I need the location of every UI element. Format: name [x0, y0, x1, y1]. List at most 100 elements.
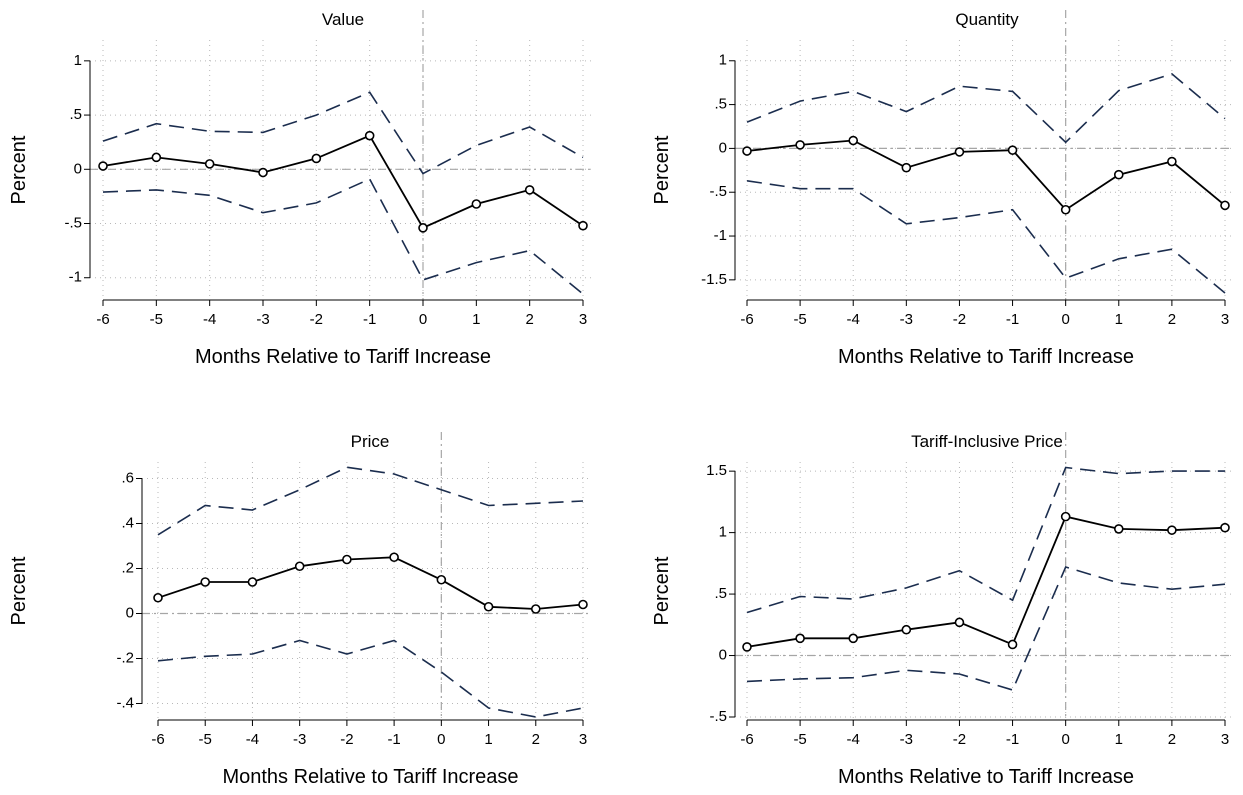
estimate-point: [795, 140, 805, 150]
estimate-point: [901, 162, 912, 173]
x-tick-label: 3: [579, 731, 587, 748]
estimate-point: [848, 135, 859, 146]
estimate-point: [1007, 639, 1018, 650]
y-tick-label: -1: [69, 269, 82, 286]
gridlines: [142, 462, 591, 720]
chart-panel-2: -1.5 -1 -.5 0 .5 1 -6 -5 -4 -3 -2 -1 0 1 2 3 Quantity Mon…: [651, 10, 1233, 368]
estimate-line: [746, 515, 1226, 648]
estimate-point: [200, 577, 211, 587]
estimate-point: [1167, 525, 1177, 535]
estimate-point: [795, 633, 805, 644]
estimate-point: [578, 599, 588, 610]
x-tick-label: 2: [1168, 311, 1176, 328]
x-axis-label: Months Relative to Tariff Increase: [195, 346, 491, 368]
estimate-point: [1167, 156, 1177, 167]
x-tick-label: -5: [150, 311, 163, 328]
x-tick-label: -6: [96, 311, 109, 328]
x-tick-label: -1: [1006, 311, 1019, 328]
x-tick-label: -5: [199, 731, 212, 748]
y-tick-label: 1.5: [706, 462, 727, 479]
y-tick-label: 0: [719, 139, 727, 156]
x-tick-label: 0: [437, 731, 445, 748]
x-tick-label: 2: [525, 311, 533, 328]
x-tick-label: -2: [953, 311, 966, 328]
x-tick-label: -1: [1006, 731, 1019, 748]
estimate-point: [311, 153, 322, 164]
x-axis-label: Months Relative to Tariff Increase: [838, 346, 1134, 368]
upper-ci-line: [746, 466, 1225, 614]
upper-ci-line: [746, 73, 1226, 144]
estimate-point: [1113, 169, 1124, 180]
y-tick-label: .5: [69, 106, 82, 123]
y-tick-label: -.5: [709, 708, 727, 725]
x-tick-label: 3: [579, 311, 587, 328]
x-tick-label: -3: [256, 311, 269, 328]
estimate-point: [1220, 200, 1230, 211]
estimate-point: [954, 147, 965, 157]
x-tick-label: 3: [1221, 311, 1229, 328]
x-tick-label: -5: [793, 311, 806, 328]
estimate-point: [258, 167, 268, 178]
upper-ci-line: [157, 466, 584, 536]
y-tick-label: .6: [121, 469, 134, 486]
x-tick-label: -1: [363, 311, 376, 328]
chart-title: Price: [351, 432, 390, 451]
estimate-point: [204, 159, 215, 169]
estimate-point: [954, 617, 965, 628]
y-axis-label: Percent: [8, 135, 30, 204]
chart-title: Value: [322, 10, 364, 29]
estimate-point: [578, 220, 588, 231]
upper-ci-line: [102, 91, 584, 175]
y-tick-label: 0: [126, 604, 134, 621]
x-tick-label: 2: [1168, 731, 1176, 748]
y-tick-label: -.2: [116, 649, 134, 666]
estimate-point: [483, 601, 494, 612]
estimate-line: [746, 139, 1226, 211]
estimate-point: [848, 633, 859, 644]
estimate-point: [436, 574, 447, 585]
estimate-point: [389, 552, 399, 563]
y-tick-label: -1: [714, 227, 727, 244]
estimate-line: [157, 556, 584, 610]
x-tick-label: 1: [484, 731, 492, 748]
estimate-point: [98, 161, 108, 171]
y-tick-label: 1: [719, 52, 727, 69]
chart-title: Quantity: [955, 10, 1019, 29]
chart-title: Tariff-Inclusive Price: [911, 432, 1063, 451]
gridlines: [90, 40, 591, 300]
y-tick-label: 1: [74, 52, 82, 69]
x-tick-label: -6: [740, 731, 753, 748]
lower-ci-line: [102, 177, 584, 295]
estimate-point: [153, 592, 163, 603]
x-tick-label: -1: [387, 731, 400, 748]
x-axis-label: Months Relative to Tariff Increase: [838, 766, 1134, 788]
estimate-point: [742, 642, 752, 652]
lower-ci-line: [746, 180, 1226, 294]
y-axis-label: Percent: [651, 135, 673, 204]
chart-panel-3: -.4 -.2 0 .2 .4 .6 -6 -5 -4 -3 -2 -1 0 1 2 3 Price Months…: [8, 432, 591, 788]
y-axis-label: Percent: [651, 556, 673, 625]
x-tick-label: -2: [340, 731, 353, 748]
chart-panel-1: -1 -.5 0 .5 1 -6 -5 -4 -3 -2 -1 0 1 2 3 Value Months Rel…: [8, 10, 591, 368]
x-tick-label: 0: [1061, 311, 1069, 328]
y-tick-label: .4: [121, 514, 134, 531]
lower-ci-line: [157, 639, 584, 718]
x-tick-label: -4: [847, 311, 860, 328]
estimate-point: [247, 577, 258, 587]
x-tick-label: 2: [532, 731, 540, 748]
x-tick-label: -6: [151, 731, 164, 748]
x-tick-label: -4: [203, 311, 216, 328]
y-tick-label: -.5: [709, 183, 727, 200]
y-tick-label: -.5: [64, 214, 82, 231]
x-tick-label: -5: [793, 731, 806, 748]
y-tick-label: -.4: [116, 694, 134, 711]
y-tick-label: .5: [714, 585, 727, 602]
y-tick-label: 0: [719, 647, 727, 664]
estimate-point: [151, 152, 162, 163]
x-tick-label: 0: [419, 311, 427, 328]
x-tick-label: 1: [1115, 731, 1123, 748]
x-tick-label: -2: [310, 311, 323, 328]
estimate-point: [742, 146, 752, 156]
x-tick-label: -6: [740, 311, 753, 328]
